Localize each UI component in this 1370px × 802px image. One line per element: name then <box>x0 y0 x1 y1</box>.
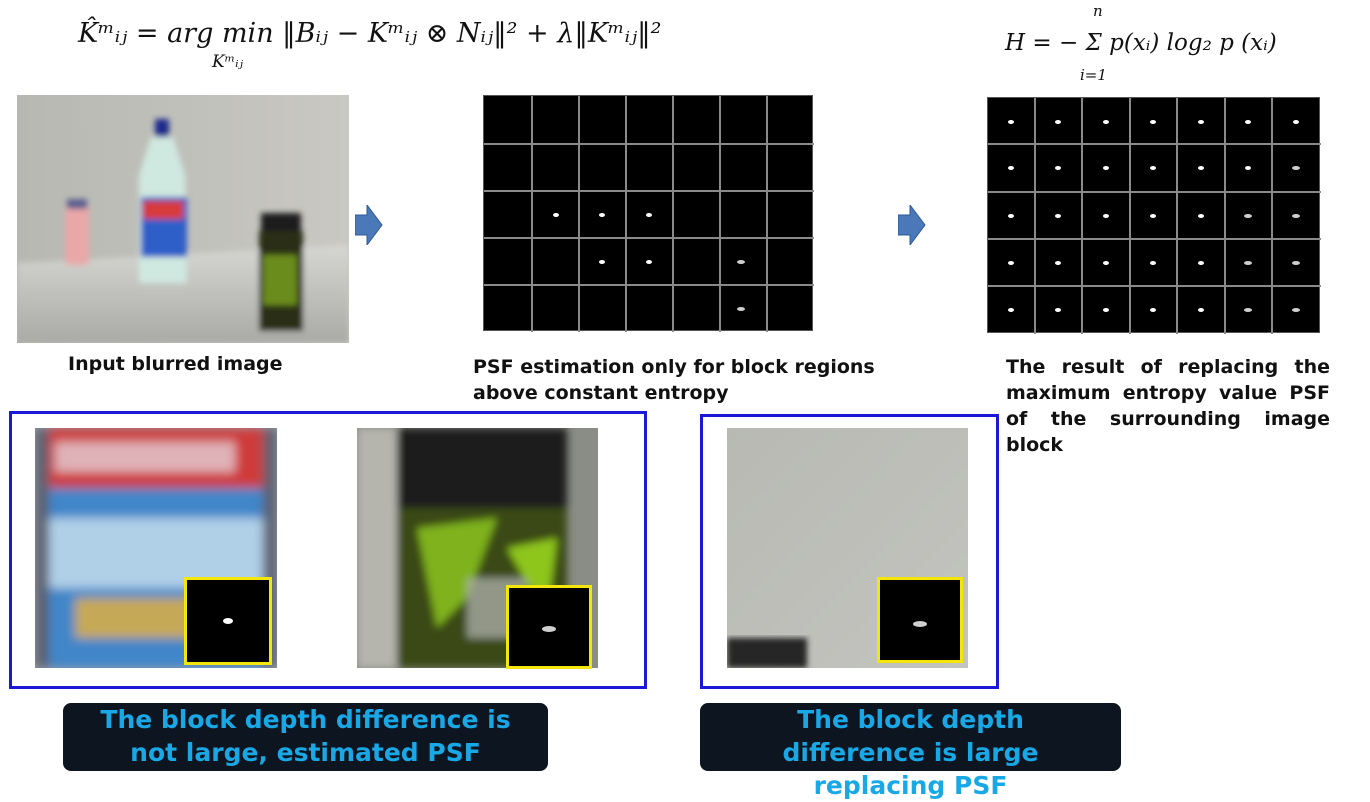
bottle-crop-image <box>35 428 277 668</box>
wall-psf-inset <box>877 577 963 663</box>
entropy-formula-lower-limit: i=1 <box>1080 66 1107 84</box>
input-image-caption: Input blurred image <box>68 353 283 375</box>
input-blurred-image <box>17 95 349 343</box>
psf-estimation-grid <box>483 95 814 332</box>
kernel-estimation-formula: K̂ᵐᵢⱼ = arg min ‖Bᵢⱼ − Kᵐᵢⱼ ⊗ Nᵢⱼ‖² + λ‖… <box>78 18 662 49</box>
psf-kernels <box>553 213 745 311</box>
replacing-result-caption: The result of replacing the maximum entr… <box>1006 356 1330 456</box>
replacing-psf-example-box <box>700 414 999 689</box>
large-depth-banner: The block depth difference is large repl… <box>700 703 1121 800</box>
not-large-depth-banner: The block depth difference is not large,… <box>63 703 548 771</box>
bottle-psf-inset <box>184 577 272 665</box>
entropy-formula-upper-limit: n <box>1093 2 1103 20</box>
arrow-right-icon <box>898 205 926 245</box>
psf-estimation-caption: PSF estimation only for block regions ab… <box>473 356 875 404</box>
grid-lines <box>484 96 814 332</box>
entropy-formula: H = − Σ p(xᵢ) log₂ p (xᵢ) <box>1005 30 1277 56</box>
arrow-right-icon <box>355 205 383 245</box>
can-psf-inset <box>506 585 592 669</box>
estimated-psf-example-box <box>9 411 647 689</box>
replaced-psf-grid <box>987 97 1321 334</box>
kernel-formula-subscript: Kᵐᵢⱼ <box>212 52 244 72</box>
